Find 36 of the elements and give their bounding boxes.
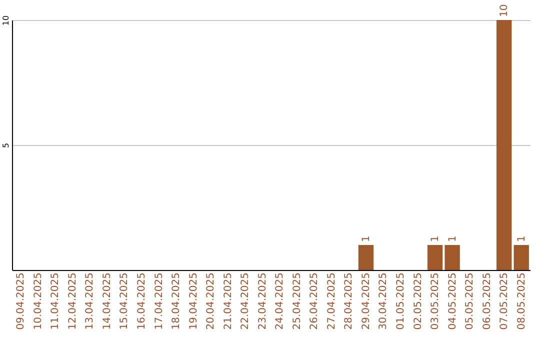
x-tick-label: 11.04.2025 xyxy=(50,272,62,330)
x-tick-label: 28.04.2025 xyxy=(344,272,355,330)
x-tick-label: 12.04.2025 xyxy=(67,272,78,330)
x-tick-label: 24.04.2025 xyxy=(274,272,286,330)
data-label: 1 xyxy=(430,236,442,242)
x-tick-label: 21.04.2025 xyxy=(222,272,234,330)
x-tick-label: 20.04.2025 xyxy=(206,272,217,330)
data-label: 1 xyxy=(516,236,528,242)
x-tick-label: 14.04.2025 xyxy=(102,272,113,330)
data-label: 1 xyxy=(447,236,458,242)
x-tick-label: 15.04.2025 xyxy=(119,272,130,330)
x-tick-label: 26.04.2025 xyxy=(309,272,320,330)
x-tick-label: 09.04.2025 xyxy=(16,272,27,330)
x-tick-label: 10.04.2025 xyxy=(32,272,44,330)
x-tick-label: 17.04.2025 xyxy=(154,272,165,330)
x-tick-label: 19.04.2025 xyxy=(188,272,200,330)
x-tick-label: 25.04.2025 xyxy=(292,272,303,330)
data-label: 1 xyxy=(360,236,372,242)
x-tick-label: 05.05.2025 xyxy=(464,272,476,330)
data-label: 10 xyxy=(499,4,510,17)
x-tick-label: 23.04.2025 xyxy=(257,272,268,330)
x-tick-label: 04.05.2025 xyxy=(447,272,458,330)
y-tick-label: 5 xyxy=(2,142,10,148)
x-tick-label: 13.04.2025 xyxy=(84,272,96,330)
x-tick-label: 18.04.2025 xyxy=(171,272,182,330)
x-tick-label: 02.05.2025 xyxy=(412,272,424,330)
x-tick-label: 03.05.2025 xyxy=(430,272,442,330)
x-tick-label: 16.04.2025 xyxy=(136,272,148,330)
x-tick-label: 27.04.2025 xyxy=(326,272,338,330)
x-tick-label: 01.05.2025 xyxy=(396,272,406,330)
x-tick-label: 29.04.2025 xyxy=(360,272,372,330)
x-tick-label: 07.05.2025 xyxy=(499,272,510,330)
x-tick-label: 06.05.2025 xyxy=(482,272,493,330)
x-tick-label: 08.05.2025 xyxy=(516,272,528,330)
x-tick-label: 30.04.2025 xyxy=(378,272,390,330)
x-tick-label: 22.04.2025 xyxy=(240,272,252,330)
